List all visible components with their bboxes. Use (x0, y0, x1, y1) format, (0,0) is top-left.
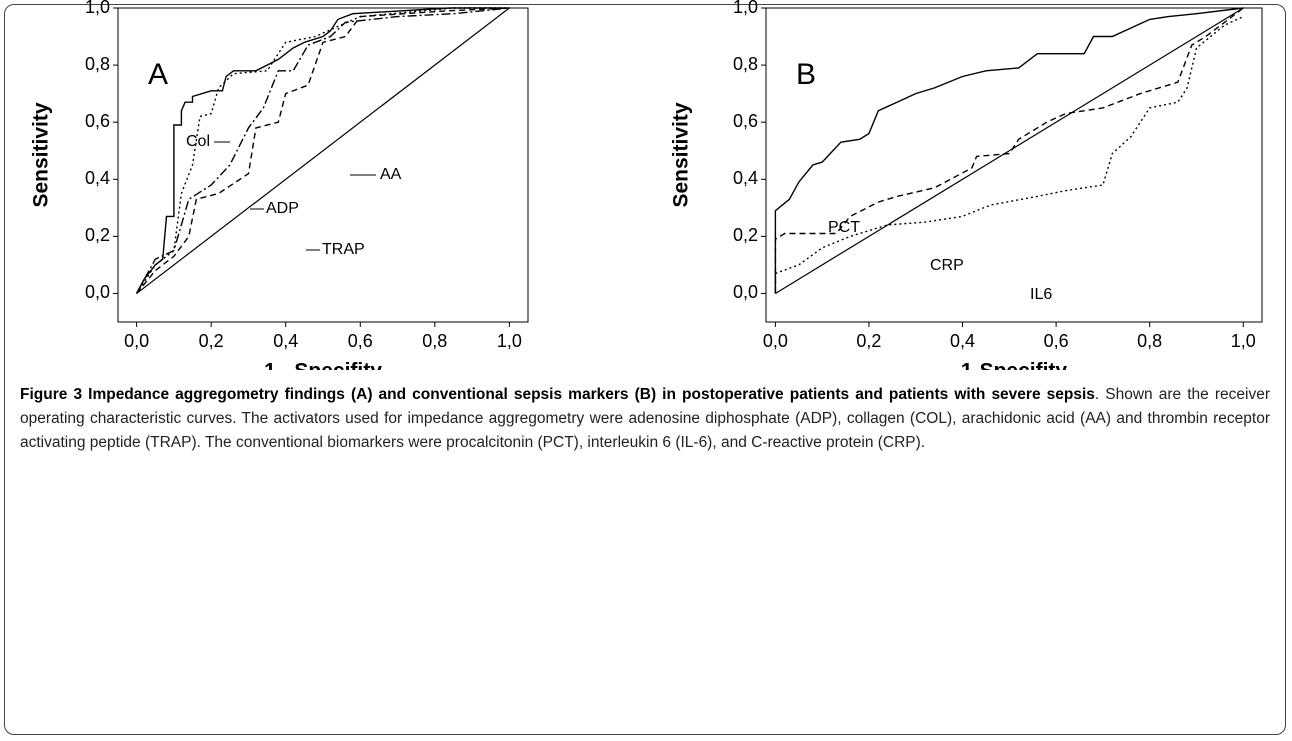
curve-label: ADP (266, 200, 299, 217)
x-tick-label: 1,0 (1231, 331, 1256, 351)
y-tick-label: 0,4 (733, 168, 758, 188)
roc-curve (774, 15, 1244, 294)
caption-text: . Shown are the receiver operating chara… (20, 386, 1270, 451)
plot-frame (117, 7, 529, 323)
panel-label: A (148, 58, 168, 91)
roc-curve (135, 7, 510, 294)
curve-label: Col (186, 133, 210, 150)
y-tick-label: 0,8 (85, 54, 110, 74)
y-tick-label: 0,4 (85, 168, 110, 188)
reference-line (136, 7, 510, 294)
y-tick-label: 1,0 (733, 0, 758, 17)
y-tick-label: 0,2 (85, 225, 110, 245)
panel-label: B (796, 58, 816, 91)
curve-label: CRP (930, 257, 964, 274)
curve-label: PCT (828, 219, 860, 236)
plot-frame (765, 7, 1263, 323)
x-tick-label: 0,8 (422, 331, 447, 351)
x-axis-title: 1 - Specifity (264, 360, 382, 370)
roc-curve (774, 7, 1244, 294)
x-axis-title: 1-Specifity (961, 360, 1068, 370)
y-tick-label: 0,0 (733, 282, 758, 302)
curve-label: TRAP (322, 241, 365, 258)
caption-title: Figure 3 Impedance aggregometry findings… (20, 386, 1095, 403)
curve-label: IL6 (1030, 286, 1052, 303)
y-tick-label: 0,8 (733, 54, 758, 74)
curve-label: AA (380, 166, 402, 183)
x-tick-label: 0,2 (199, 331, 224, 351)
y-tick-label: 0,6 (733, 111, 758, 131)
y-tick-label: 0,0 (85, 282, 110, 302)
roc-curve (135, 7, 510, 294)
x-tick-label: 0,6 (1044, 331, 1069, 351)
charts: 0,0 0,2 0,4 0,6 0,8 1,0 0,0 0,2 0,4 0,6 0,8 1,0 1 - … (30, 0, 1263, 370)
x-tick-label: 0,8 (1137, 331, 1162, 351)
x-tick-label: 0,4 (273, 331, 298, 351)
x-tick-label: 1,0 (497, 331, 522, 351)
roc-curve (774, 7, 1244, 294)
x-tick-label: 0,0 (124, 331, 149, 351)
y-axis-title: Sensitivity (670, 102, 693, 207)
y-tick-label: 1,0 (85, 0, 110, 17)
x-tick-label: 0,4 (950, 331, 975, 351)
caption: Figure 3 Impedance aggregometry findings… (20, 383, 1270, 455)
x-tick-label: 0,6 (348, 331, 373, 351)
roc-curve (136, 7, 510, 294)
reference-line (775, 7, 1244, 294)
x-tick-label: 0,2 (856, 331, 881, 351)
x-tick-label: 0,0 (763, 331, 788, 351)
y-axis-title: Sensitivity (30, 102, 53, 207)
y-tick-label: 0,2 (733, 225, 758, 245)
figure-border (4, 4, 1286, 735)
y-tick-label: 0,6 (85, 111, 110, 131)
